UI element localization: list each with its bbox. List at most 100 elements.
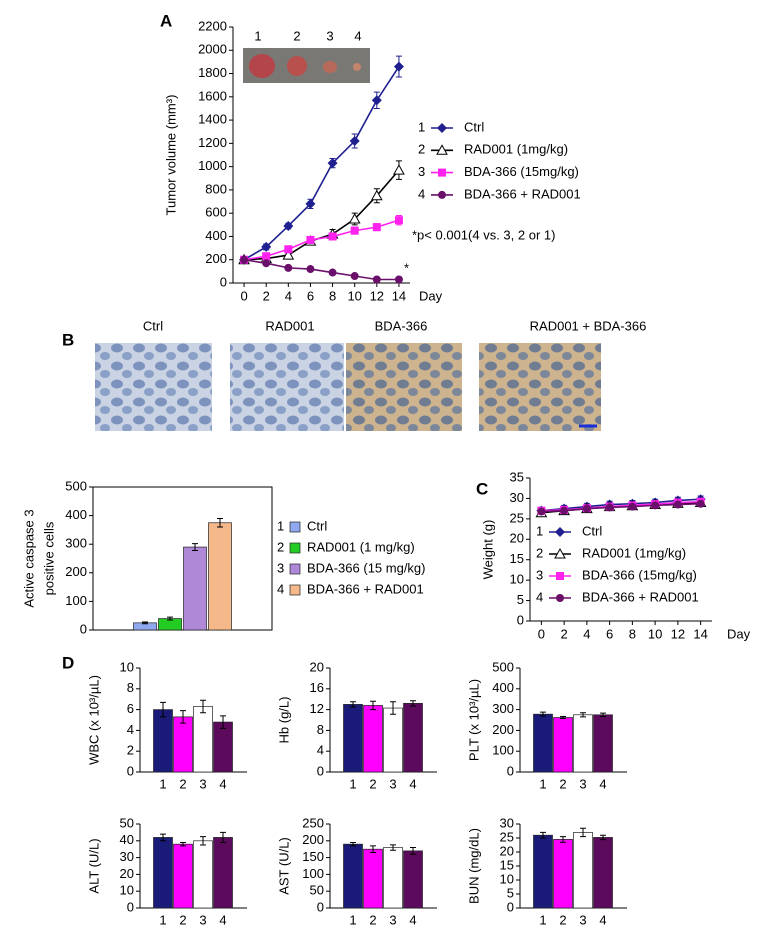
y-tick-label: 0 xyxy=(507,763,514,778)
x-tick-label: 3 xyxy=(199,776,206,791)
micrograph-label: Ctrl xyxy=(143,318,163,333)
error-bar xyxy=(410,700,416,707)
micrograph xyxy=(95,343,212,431)
error-bar xyxy=(350,701,356,708)
error-bar xyxy=(220,831,226,843)
y-tick-label: 2000 xyxy=(198,42,227,57)
micrograph-label: BDA-366 xyxy=(375,318,428,333)
error-bar xyxy=(192,543,198,551)
x-tick-label: 12 xyxy=(370,288,384,303)
y-tick-label: 1600 xyxy=(198,88,227,103)
y-tick-label: 200 xyxy=(302,832,324,847)
bar xyxy=(363,848,383,909)
legend-key: 4 xyxy=(418,186,425,201)
y-tick-label: 10 xyxy=(500,871,514,886)
bar xyxy=(593,714,613,773)
y-tick-label: 20 xyxy=(510,531,524,546)
marker xyxy=(582,504,591,513)
image-label: 2 xyxy=(293,28,300,43)
bar xyxy=(403,850,423,909)
legend-key: 2 xyxy=(536,545,543,560)
y-tick-label: 8 xyxy=(127,680,134,695)
legend-label: Ctrl xyxy=(582,523,602,538)
legend-swatch xyxy=(289,542,301,554)
x-tick-label: 12 xyxy=(671,626,685,641)
error-bar xyxy=(200,699,206,714)
error-bar xyxy=(370,700,376,711)
micrograph-label: RAD001 + BDA-366 xyxy=(530,318,647,333)
x-tick-label: 0 xyxy=(240,288,247,303)
y-tick-label: 250 xyxy=(302,815,324,830)
tumor xyxy=(249,54,275,78)
y-tick-label: 200 xyxy=(205,251,227,266)
bar xyxy=(173,843,193,909)
marker xyxy=(282,249,295,260)
y-tick-label: 0 xyxy=(517,612,524,627)
legend-label: BDA-366 + RAD001 xyxy=(307,581,424,596)
legend-key: 1 xyxy=(277,518,284,533)
y-tick-label: 30 xyxy=(120,849,134,864)
error-bar xyxy=(200,836,206,846)
y-tick-label: 1200 xyxy=(198,135,227,150)
x-tick-label: 2 xyxy=(179,912,186,927)
marker xyxy=(350,226,359,235)
error-bar xyxy=(167,616,173,621)
marker xyxy=(394,275,403,284)
error-bar xyxy=(370,845,376,854)
x-tick-label: 4 xyxy=(285,288,292,303)
x-tick-label: 2 xyxy=(263,288,270,303)
x-tick-label: 1 xyxy=(159,912,166,927)
panel-label: D xyxy=(62,653,74,672)
y-tick-label: 2200 xyxy=(198,18,227,33)
y-tick-label: 0 xyxy=(127,763,134,778)
legend-key: 1 xyxy=(536,523,543,538)
x-tick-label: 0 xyxy=(538,626,545,641)
y-tick-label: 200 xyxy=(492,722,514,737)
y-tick-label: 0 xyxy=(507,899,514,914)
image-label: 3 xyxy=(326,28,333,43)
error-bar xyxy=(600,834,606,841)
y-tick-label: 25 xyxy=(510,510,524,525)
marker xyxy=(328,268,337,277)
x-tick-label: 10 xyxy=(648,626,662,641)
x-axis-label: Day xyxy=(419,288,443,303)
marker xyxy=(327,158,338,169)
error-bar xyxy=(180,841,186,847)
x-tick-label: 1 xyxy=(159,776,166,791)
tumor xyxy=(287,56,307,76)
marker xyxy=(350,272,359,281)
bar xyxy=(363,705,383,773)
bar xyxy=(153,837,173,909)
y-tick-label: 20 xyxy=(120,866,134,881)
error-bar xyxy=(220,715,226,729)
bar xyxy=(193,840,213,909)
marker xyxy=(556,572,564,580)
legend-key: 3 xyxy=(536,567,543,582)
bar xyxy=(593,837,613,909)
y-tick-label: 100 xyxy=(65,593,87,608)
bar xyxy=(533,834,553,909)
legend-key: 3 xyxy=(277,560,284,575)
error-bar xyxy=(540,711,546,717)
marker xyxy=(371,95,382,106)
x-tick-label: 14 xyxy=(392,288,406,303)
marker xyxy=(438,168,446,177)
image-label: 1 xyxy=(254,28,261,43)
y-axis-label: ALT (U/L) xyxy=(86,838,101,893)
micrograph xyxy=(346,343,462,431)
tumor xyxy=(353,63,361,71)
y-tick-label: 40 xyxy=(120,832,134,847)
marker xyxy=(437,123,447,133)
marker xyxy=(240,255,249,264)
bar xyxy=(213,837,233,909)
y-tick-label: 8 xyxy=(317,722,324,737)
x-axis-label: Day xyxy=(727,626,751,641)
error-bar xyxy=(580,712,586,718)
y-axis-label: positive cells xyxy=(41,521,56,595)
panel-label: A xyxy=(160,11,172,30)
y-tick-label: 1000 xyxy=(198,158,227,173)
x-tick-label: 3 xyxy=(579,776,586,791)
marker xyxy=(628,502,637,511)
y-tick-label: 500 xyxy=(65,478,87,493)
